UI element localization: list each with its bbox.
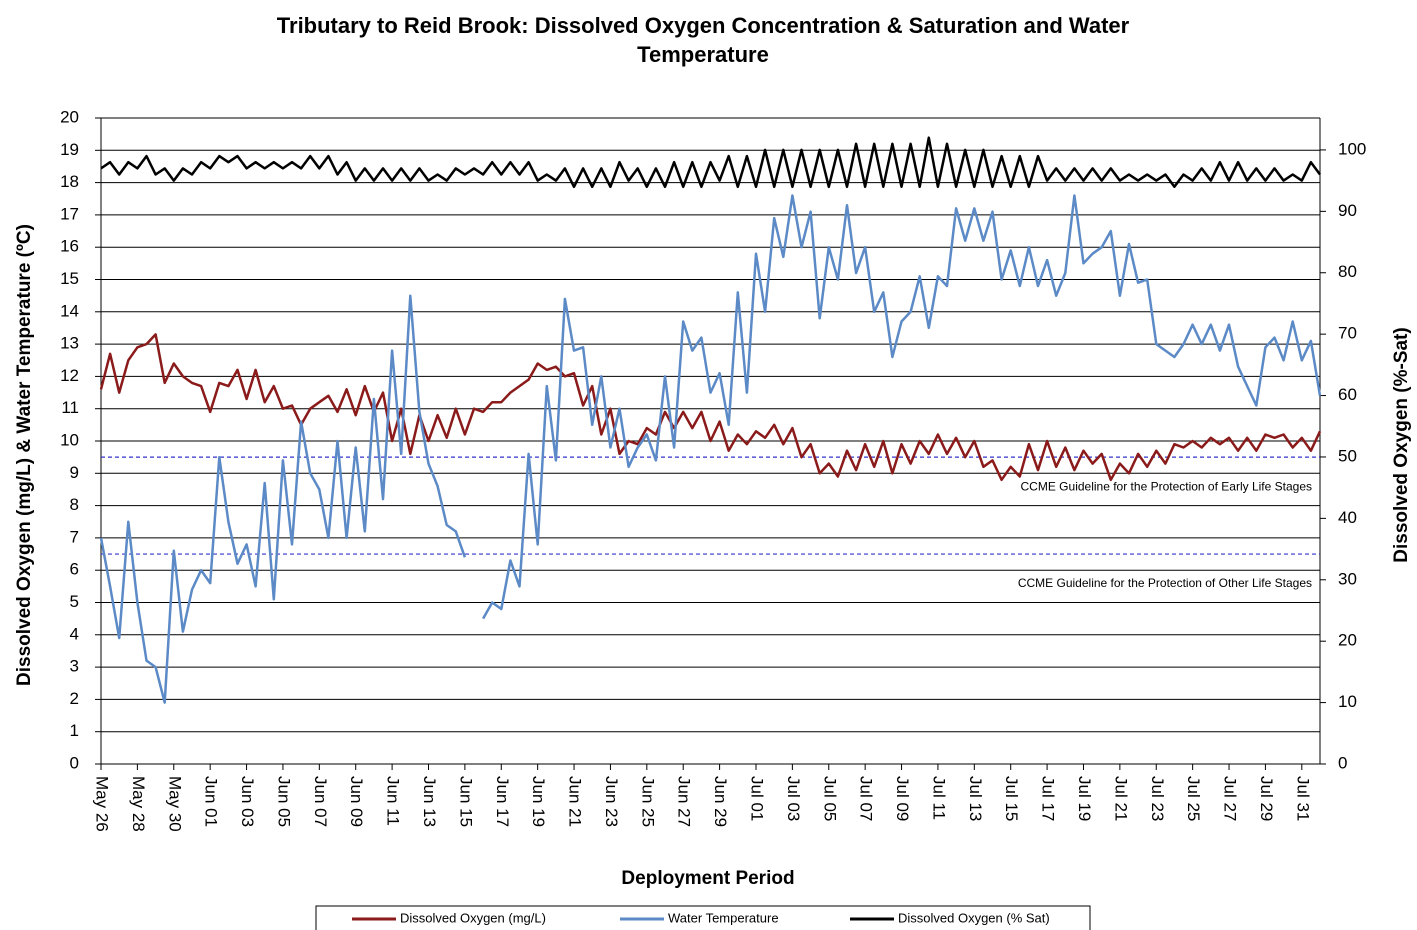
y2-tick-label: 20	[1338, 631, 1357, 650]
y-tick-label: 8	[70, 495, 79, 514]
y-tick-label: 13	[60, 334, 79, 353]
x-tick-label: Jun 01	[202, 776, 221, 827]
y-tick-label: 6	[70, 560, 79, 579]
y-tick-label: 12	[60, 366, 79, 385]
x-tick-label: Jul 23	[1148, 776, 1167, 821]
guideline-label-bg	[1018, 479, 1314, 494]
y-tick-label: 20	[60, 107, 79, 126]
y2-tick-label: 50	[1338, 446, 1357, 465]
y-tick-label: 4	[70, 624, 79, 643]
series-line	[99, 194, 1322, 704]
x-tick-label: Jul 05	[820, 776, 839, 821]
x-tick-label: Jun 17	[493, 776, 512, 827]
y-tick-label: 9	[70, 463, 79, 482]
x-tick-label: Jul 29	[1257, 776, 1276, 821]
chart-title: Tributary to Reid Brook: Dissolved Oxyge…	[277, 13, 1130, 38]
x-tick-label: Jul 03	[784, 776, 803, 821]
x-tick-label: Jun 03	[238, 776, 257, 827]
y2-tick-label: 90	[1338, 201, 1357, 220]
x-tick-label: Jul 15	[1002, 776, 1021, 821]
legend-box	[315, 905, 1091, 930]
y-axis-title: Dissolved Oxygen (mg/L) & Water Temperat…	[14, 224, 35, 686]
x-tick-label: Jul 11	[929, 776, 948, 820]
x-tick-label: Jul 31	[1293, 776, 1312, 821]
y2-tick-label: 60	[1338, 385, 1357, 404]
guideline-label: CCME Guideline for the Protection of Ear…	[1021, 479, 1312, 493]
x-tick-label: May 30	[165, 776, 184, 832]
x-tick-label: Jul 25	[1184, 776, 1203, 821]
guideline-label: CCME Guideline for the Protection of Oth…	[1018, 576, 1312, 590]
x-tick-label: Jun 11	[384, 776, 403, 826]
y2-tick-label: 0	[1338, 753, 1347, 772]
y-tick-label: 18	[60, 172, 79, 191]
x-tick-label: Jun 29	[711, 776, 730, 827]
chart-title: Temperature	[637, 42, 769, 67]
x-tick-label: Jun 13	[420, 776, 439, 827]
y2-axis-title: Dissolved Oxygen (%-Sat)	[1391, 327, 1412, 562]
y-tick-label: 10	[60, 430, 79, 449]
x-tick-label: Jun 27	[675, 776, 694, 827]
x-tick-label: Jul 01	[748, 776, 767, 821]
y2-tick-label: 10	[1338, 692, 1357, 711]
y2-tick-label: 100	[1338, 139, 1366, 158]
x-tick-label: May 26	[93, 776, 112, 832]
x-tick-label: Jun 25	[638, 776, 657, 827]
y-tick-label: 0	[70, 753, 79, 772]
legend-label: Water Temperature	[668, 910, 779, 925]
x-tick-label: Jun 21	[566, 776, 585, 827]
x-tick-label: Jul 13	[966, 776, 985, 821]
x-tick-label: Jul 17	[1039, 776, 1058, 821]
y2-tick-label: 30	[1338, 569, 1357, 588]
x-tick-label: Jun 07	[311, 776, 330, 827]
legend-label: Dissolved Oxygen (% Sat)	[898, 910, 1050, 925]
series-line	[100, 136, 1322, 189]
y-tick-label: 7	[70, 527, 79, 546]
x-tick-label: Jul 21	[1111, 776, 1130, 821]
y2-tick-label: 40	[1338, 508, 1357, 527]
x-tick-label: Jun 23	[602, 776, 621, 827]
x-tick-label: Jun 15	[456, 776, 475, 827]
x-tick-label: Jul 27	[1221, 776, 1240, 821]
y-tick-label: 1	[70, 721, 79, 740]
x-tick-label: Jul 19	[1075, 776, 1094, 821]
y-tick-label: 11	[61, 398, 79, 417]
y-tick-label: 19	[60, 140, 79, 159]
guideline-label-bg	[1015, 576, 1314, 591]
y-tick-label: 2	[70, 689, 79, 708]
y-tick-label: 15	[60, 269, 79, 288]
y-tick-label: 17	[60, 204, 79, 223]
y-tick-label: 3	[70, 657, 79, 676]
x-tick-label: Jun 19	[529, 776, 548, 827]
y2-tick-label: 80	[1338, 262, 1357, 281]
x-tick-label: Jul 07	[857, 776, 876, 821]
legend-label: Dissolved Oxygen (mg/L)	[400, 910, 546, 925]
y2-tick-label: 70	[1338, 324, 1357, 343]
x-tick-label: Jul 09	[893, 776, 912, 821]
x-tick-label: Jun 09	[347, 776, 366, 827]
y-tick-label: 14	[60, 301, 79, 320]
y-tick-label: 16	[60, 237, 79, 256]
x-tick-label: Jun 05	[274, 776, 293, 827]
y-tick-label: 5	[70, 592, 79, 611]
x-tick-label: May 28	[129, 776, 148, 832]
x-axis-title: Deployment Period	[621, 868, 794, 889]
series-line	[99, 333, 1322, 482]
